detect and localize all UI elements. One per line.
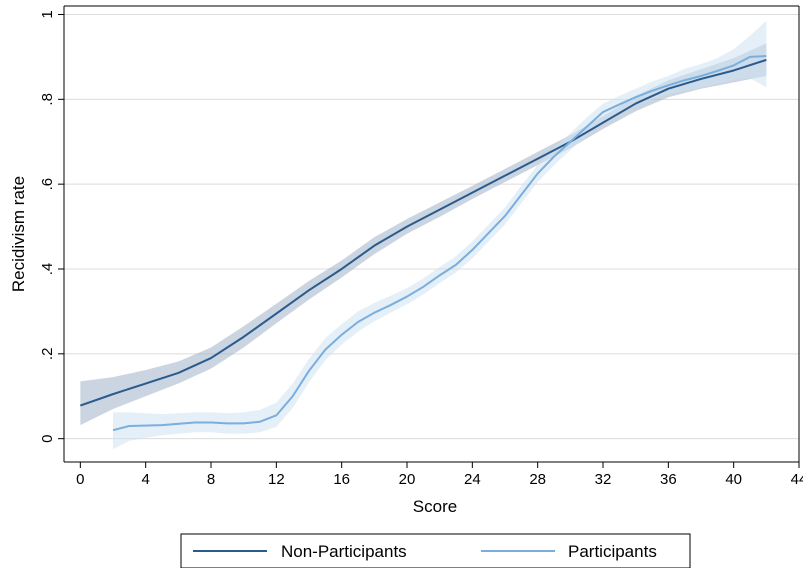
series-line-non-participants (80, 58, 767, 407)
series-line-participants (112, 55, 767, 432)
y-axis-ticks: 0 .2 .4 .6 .8 1 (39, 10, 64, 443)
y-tick-label-1: 1 (39, 10, 56, 18)
x-tick-label-28: 28 (529, 471, 546, 488)
x-tick-label-40: 40 (725, 471, 742, 488)
x-tick-label-36: 36 (660, 471, 677, 488)
y-axis-title: Recidivism rate (9, 176, 28, 292)
x-tick-label-20: 20 (399, 471, 416, 488)
x-tick-label-8: 8 (207, 471, 215, 488)
x-tick-label-0: 0 (76, 471, 84, 488)
legend-label-participants: Participants (568, 542, 657, 561)
gridlines (64, 13, 799, 440)
x-tick-label-16: 16 (333, 471, 350, 488)
x-axis-title: Score (413, 497, 457, 516)
ci-band-non-participants (80, 43, 767, 426)
y-tick-label-8: .8 (39, 93, 56, 106)
x-tick-label-44: 44 (791, 471, 803, 488)
y-tick-label-4: .4 (39, 263, 56, 276)
x-tick-label-4: 4 (141, 471, 149, 488)
x-tick-label-24: 24 (464, 471, 481, 488)
plot-frame (63, 5, 800, 463)
confidence-bands (80, 20, 767, 450)
y-tick-label-6: .6 (39, 178, 56, 191)
series-lines (80, 55, 767, 432)
x-axis-ticks: 0 4 8 12 16 20 24 28 32 36 40 44 (76, 462, 803, 488)
legend: Non-Participants Participants (180, 533, 691, 568)
legend-label-non-participants: Non-Participants (281, 542, 407, 561)
x-tick-label-32: 32 (595, 471, 612, 488)
x-tick-label-12: 12 (268, 471, 285, 488)
y-tick-label-2: .2 (39, 348, 56, 361)
y-tick-label-0: 0 (39, 434, 56, 442)
